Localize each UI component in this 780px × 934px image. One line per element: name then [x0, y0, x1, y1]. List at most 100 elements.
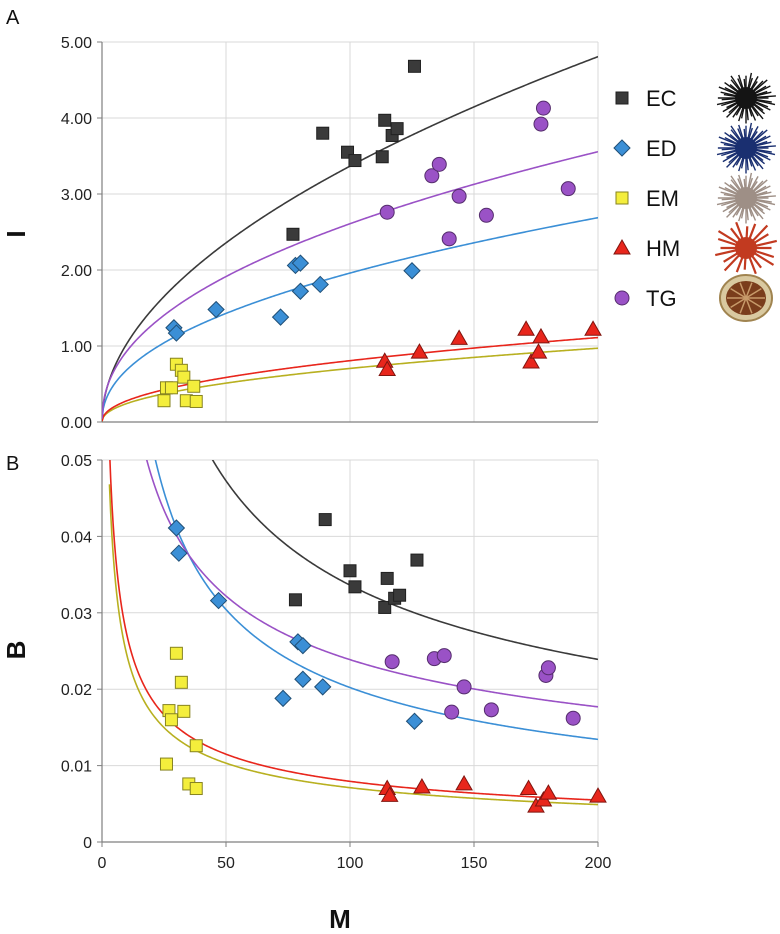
data-point [539, 784, 558, 800]
data-point [169, 646, 183, 660]
data-point [560, 181, 576, 197]
series-tg [384, 648, 581, 726]
data-point [164, 381, 178, 395]
data-point [393, 588, 407, 602]
panel-label: B [6, 453, 19, 475]
fit-curve-hm [102, 336, 598, 422]
data-point [167, 324, 186, 342]
fit-curves [108, 460, 598, 806]
y-tick-label: 0.03 [61, 606, 92, 623]
x-axis-label: M [329, 904, 351, 934]
legend-item-em: EM [615, 172, 776, 224]
data-point [294, 670, 312, 688]
y-tick-label: 0.01 [61, 759, 92, 776]
data-point [170, 544, 188, 562]
fit-curve-ed [102, 216, 598, 420]
data-point [532, 327, 550, 344]
data-point [444, 704, 460, 720]
data-point [187, 379, 201, 393]
data-point [540, 660, 556, 676]
data-point [380, 786, 399, 802]
data-point [167, 519, 186, 537]
data-point [455, 774, 473, 791]
data-point [318, 513, 332, 527]
data-point [413, 777, 431, 794]
data-point [189, 739, 203, 753]
red-sea-urchin-icon [714, 221, 778, 275]
x-tick-label: 50 [217, 855, 235, 872]
y-tick-label: 1.00 [61, 339, 92, 356]
data-point [271, 308, 290, 326]
y-axis-label: B [1, 641, 31, 660]
data-point [164, 713, 178, 727]
fit-curve-tg [102, 150, 598, 419]
x-tick-label: 150 [461, 855, 488, 872]
data-point [159, 757, 173, 771]
data-point [535, 100, 551, 116]
y-tick-label: 0 [83, 835, 92, 852]
data-point [519, 779, 538, 796]
y-tick-label: 0.00 [61, 415, 92, 432]
fit-curve-tg [145, 460, 598, 708]
y-tick-label: 0.04 [61, 529, 92, 546]
data-point [584, 320, 602, 336]
legend-label: EM [646, 186, 679, 211]
data-point [177, 704, 191, 718]
data-point [410, 343, 429, 359]
data-point [424, 168, 440, 184]
legend-label: TG [646, 286, 677, 311]
data-point [348, 154, 362, 168]
series-em [159, 646, 203, 796]
y-tick-label: 3.00 [61, 187, 92, 204]
panel-a: 0.00 1.00 2.00 3.00 4.00 5.00 A I [1, 7, 602, 432]
data-point [410, 553, 424, 567]
panel-b: 0 0.01 0.02 0.03 0.04 0.05 0 50 100 150 200 B B M [1, 453, 611, 934]
data-point [380, 571, 394, 585]
data-point [316, 126, 330, 140]
data-point [517, 320, 535, 336]
data-point [294, 636, 312, 655]
data-point [450, 329, 468, 345]
data-point [189, 394, 203, 408]
data-point [456, 679, 472, 695]
y-tick-label: 0.05 [61, 453, 92, 470]
data-point [451, 188, 467, 204]
data-point [157, 394, 171, 408]
data-point [288, 593, 302, 607]
data-point [378, 113, 392, 127]
y-tick-label: 0.02 [61, 682, 92, 699]
legend-label: EC [646, 86, 677, 111]
data-point [378, 600, 392, 614]
data-point [291, 282, 310, 300]
legend-label: ED [646, 136, 677, 161]
x-tick-label: 0 [98, 855, 107, 872]
panel-label: A [6, 7, 20, 29]
data-point [375, 150, 389, 164]
white-sea-urchin-icon [716, 172, 776, 224]
data-point [405, 712, 424, 730]
series-hm [378, 774, 607, 813]
data-point [403, 262, 421, 280]
data-point [565, 710, 581, 726]
data-point [189, 782, 203, 796]
data-point [384, 654, 400, 670]
series-ec [288, 513, 424, 614]
y-tick-label: 4.00 [61, 111, 92, 128]
fit-curve-hm [109, 460, 598, 801]
series-hm [375, 320, 602, 377]
data-point [522, 352, 540, 369]
data-point [431, 156, 447, 172]
fit-curve-em [102, 347, 598, 422]
x-tick-label: 100 [337, 855, 364, 872]
data-point [291, 254, 310, 272]
y-axis-label: I [1, 230, 31, 237]
data-point [314, 678, 332, 696]
data-point [436, 648, 452, 664]
data-point [390, 122, 404, 136]
legend: EC ED EM HM TG [613, 72, 778, 322]
legend-marker [615, 191, 629, 205]
y-tick-label: 5.00 [61, 35, 92, 52]
data-point [348, 580, 362, 594]
series-tg [379, 100, 576, 247]
